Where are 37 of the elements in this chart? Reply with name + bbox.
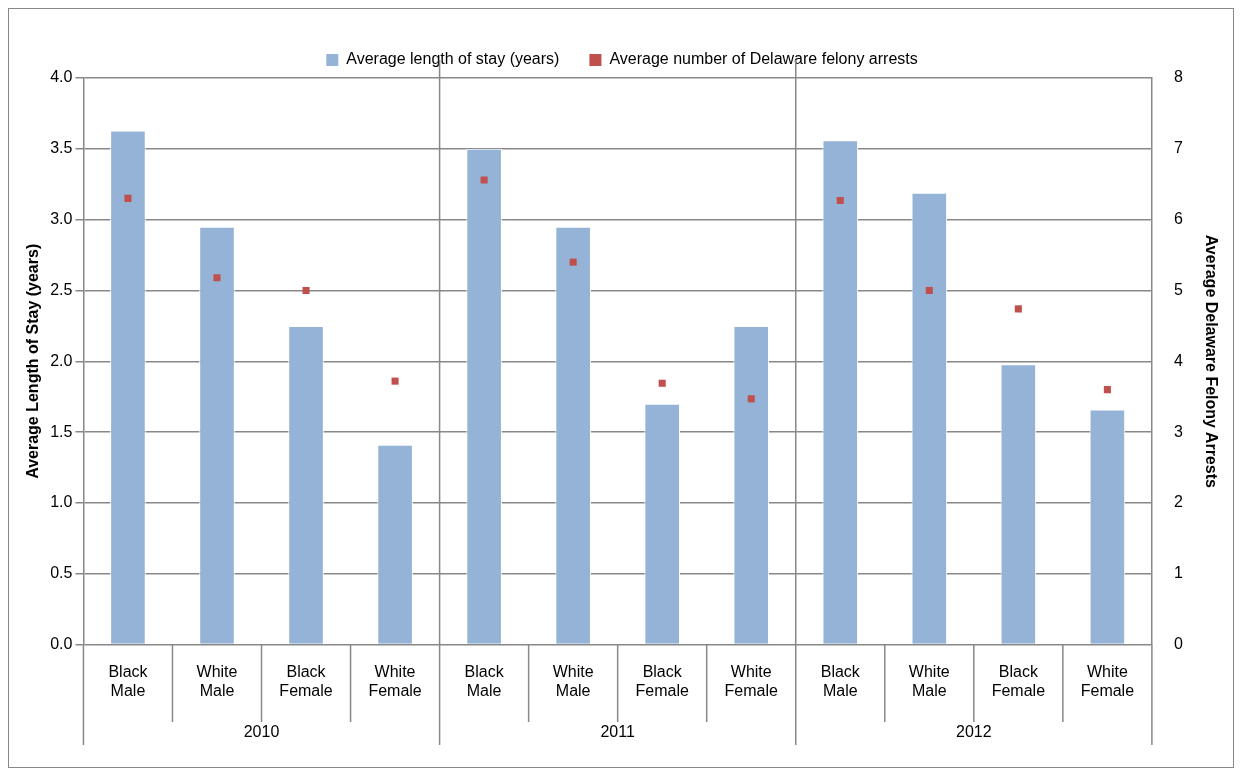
x-tick-label: Black Male <box>820 662 861 699</box>
x-tick-label: Black Male <box>464 662 505 699</box>
y-tick-label: 1.5 <box>50 422 73 440</box>
legend-label: Average length of stay (years) <box>346 50 560 68</box>
legend-label: Average number of Delaware felony arrests <box>609 50 918 68</box>
x-tick-label: Black Female <box>991 662 1046 699</box>
y2-tick-label: 5 <box>1173 280 1183 298</box>
x-tick-label: White Male <box>196 662 238 699</box>
x-tick-label: White Male <box>552 662 594 699</box>
y-tick-label: 1.0 <box>50 493 73 511</box>
y2-tick-label: 0 <box>1173 635 1183 653</box>
x-tick-label: White Male <box>908 662 950 699</box>
y2-tick-label: 7 <box>1173 139 1183 157</box>
x-tick-label: Black Female <box>635 662 689 699</box>
y2-tick-label: 4 <box>1173 351 1183 369</box>
y-tick-label: 0.0 <box>50 635 73 653</box>
y-tick-label: 4.0 <box>50 68 73 86</box>
y-tick-label: 2.0 <box>50 351 73 369</box>
x-tick-label: White Female <box>724 662 778 699</box>
y-tick-label: 3.0 <box>50 210 73 228</box>
y-tick-label: 3.5 <box>50 139 73 157</box>
x-tick-label: Black Male <box>108 662 149 699</box>
y2-tick-label: 3 <box>1173 422 1183 440</box>
y2-tick-label: 2 <box>1173 493 1183 511</box>
y-axis-title: Average Length of Stay (years) <box>24 243 42 479</box>
x-tick-label: White Female <box>1080 662 1135 699</box>
y2-tick-label: 1 <box>1173 564 1183 582</box>
x-tick-label: White Female <box>368 662 422 699</box>
text: 2012 <box>956 723 992 741</box>
y2-tick-label: 6 <box>1173 210 1183 228</box>
y2-axis-title: Average Delaware Felony Arrests <box>1202 234 1220 488</box>
y-tick-label: 2.5 <box>50 280 73 298</box>
y2-tick-label: 8 <box>1173 68 1183 86</box>
text: 2010 <box>243 723 280 741</box>
y-tick-label: 0.5 <box>50 564 73 582</box>
x-tick-label: Black Female <box>279 662 333 699</box>
text: 2011 <box>600 723 635 741</box>
